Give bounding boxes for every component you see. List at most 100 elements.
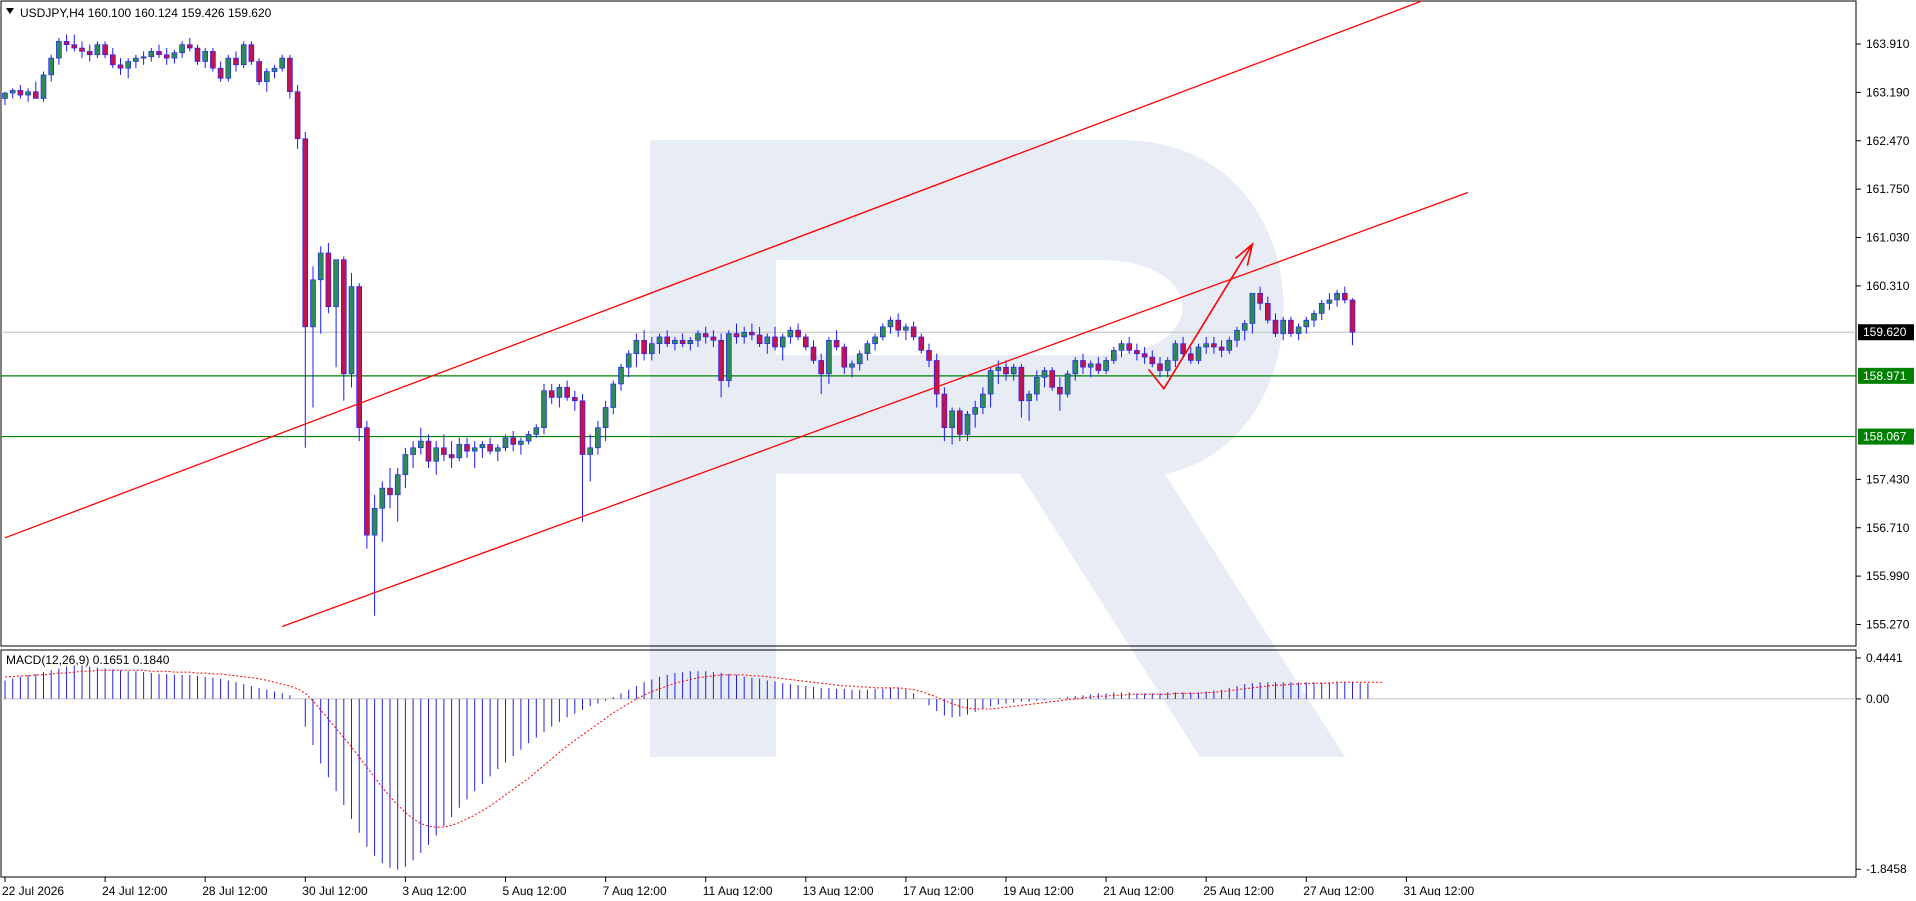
- candle: [1064, 370, 1071, 398]
- candle: [1334, 289, 1340, 307]
- symbol-dropdown-icon[interactable]: [6, 8, 14, 14]
- candle: [849, 360, 855, 378]
- candle-body-bear: [579, 400, 586, 455]
- candle: [441, 434, 447, 462]
- candle-body-bull: [1203, 343, 1209, 348]
- candle: [1318, 299, 1325, 321]
- candle-body-bull: [1111, 350, 1117, 361]
- candle: [1218, 340, 1225, 358]
- candle: [210, 48, 216, 72]
- candle: [518, 437, 524, 455]
- time-tick-label: 30 Jul 12:00: [302, 884, 368, 896]
- candle-body-bear: [810, 346, 817, 361]
- candle: [679, 333, 686, 348]
- candle: [1295, 323, 1302, 341]
- candle: [1226, 336, 1233, 354]
- candle: [787, 326, 794, 344]
- candle-body-bear: [772, 336, 778, 348]
- candle-body-bear: [1188, 353, 1194, 361]
- candle: [818, 353, 825, 395]
- candle-body-bull: [394, 474, 401, 496]
- support-2-price-label: 158.067: [1863, 430, 1907, 444]
- candle: [1257, 286, 1263, 311]
- macd-panel-frame: [0, 649, 1857, 878]
- candle-body-bull: [379, 487, 386, 509]
- candle: [9, 88, 16, 99]
- candle: [725, 330, 732, 388]
- candle-body-bear: [1080, 360, 1086, 368]
- time-tick-label: 19 Aug 12:00: [1003, 884, 1074, 896]
- candle: [972, 400, 979, 428]
- candle: [202, 48, 208, 69]
- candle-body-bear: [325, 252, 332, 308]
- candle: [287, 54, 293, 99]
- candle-body-bull: [1195, 346, 1202, 361]
- candle: [433, 441, 440, 475]
- candle-body-bear: [71, 44, 78, 49]
- price-tick-label: 160.310: [1866, 279, 1910, 293]
- candle: [371, 494, 378, 616]
- candle: [510, 431, 517, 452]
- candle: [1080, 353, 1086, 374]
- candle-body-bear: [1157, 363, 1163, 371]
- candle: [263, 68, 270, 92]
- candle: [171, 50, 178, 64]
- time-tick-label: 5 Aug 12:00: [503, 884, 567, 896]
- candle-body-bull: [371, 507, 378, 536]
- candle-body-bull: [995, 366, 1002, 371]
- candle-body-bull: [456, 444, 463, 459]
- candle-body-bull: [1010, 366, 1017, 375]
- candle: [302, 132, 309, 448]
- candle: [664, 330, 671, 348]
- candle: [1241, 320, 1248, 341]
- candle-body-bull: [1241, 323, 1248, 331]
- candle-body-bull: [533, 427, 540, 435]
- candle: [1203, 336, 1209, 354]
- candle: [641, 330, 647, 361]
- candle-body-bull: [1326, 299, 1333, 304]
- candle-body-bull: [879, 326, 886, 338]
- candle-body-bull: [687, 339, 694, 344]
- candle: [1180, 336, 1186, 358]
- candle: [918, 333, 925, 354]
- candle: [1103, 357, 1109, 374]
- candle-body-bear: [156, 51, 162, 56]
- candle: [225, 54, 232, 82]
- candle: [1141, 347, 1148, 364]
- candle-body-bull: [140, 56, 147, 59]
- candle-body-bull: [271, 67, 278, 72]
- candle-body-bear: [63, 41, 70, 45]
- candle: [133, 54, 139, 69]
- candle-body-bull: [595, 427, 601, 449]
- logo-cutout: [776, 260, 1183, 355]
- time-tick-label: 3 Aug 12:00: [402, 884, 466, 896]
- candle-body-bull: [787, 329, 794, 338]
- candle-body-bull: [433, 447, 440, 462]
- candle: [179, 41, 185, 59]
- candle: [864, 340, 871, 361]
- candle: [1211, 336, 1217, 354]
- candle: [1126, 336, 1132, 354]
- candle-body-bull: [987, 370, 994, 395]
- candle-body-bull: [240, 44, 247, 66]
- candle: [1095, 357, 1102, 374]
- candle-body-bull: [125, 61, 131, 69]
- candle: [903, 323, 909, 341]
- candle-body-bull: [279, 57, 286, 69]
- candle: [1026, 390, 1032, 421]
- candle: [633, 333, 640, 368]
- candle: [1172, 340, 1179, 368]
- candle: [571, 390, 578, 411]
- candle-body-bear: [795, 329, 801, 338]
- candle: [310, 266, 316, 408]
- candle: [456, 437, 463, 462]
- candle: [548, 383, 555, 405]
- candle: [25, 88, 31, 102]
- candle-body-bear: [1057, 387, 1063, 395]
- candle: [494, 444, 501, 462]
- candle: [533, 424, 540, 438]
- candle: [1003, 360, 1009, 381]
- candle: [910, 321, 917, 341]
- candle: [1164, 357, 1171, 378]
- candle: [40, 71, 47, 102]
